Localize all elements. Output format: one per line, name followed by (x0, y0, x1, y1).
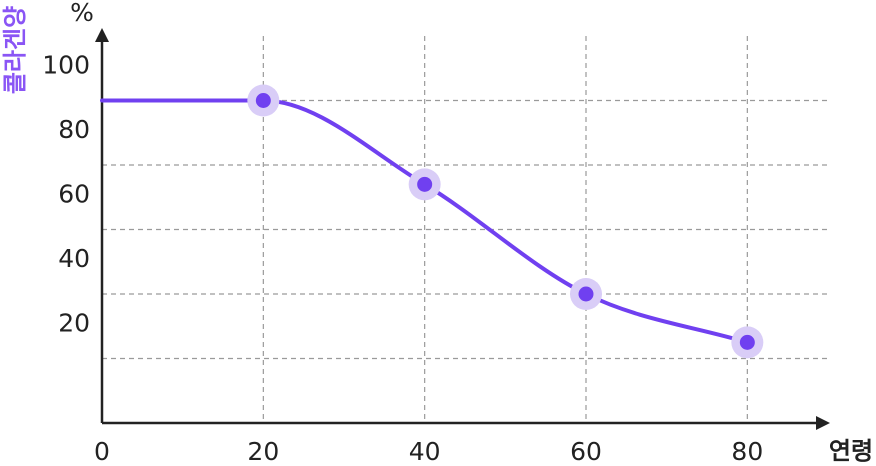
x-tick-label: 60 (570, 437, 602, 466)
x-tick-label: 40 (409, 437, 441, 466)
axes (95, 28, 830, 430)
x-tick-label: 80 (731, 437, 763, 466)
y-axis-arrow (95, 28, 109, 42)
y-axis-title: 콜라겐양 (1, 6, 29, 94)
y-tick-label: 60 (58, 180, 90, 209)
y-tick-label: 80 (58, 115, 90, 144)
y-unit: % (70, 0, 94, 27)
grid (102, 36, 828, 423)
x-tick-label: 0 (94, 437, 110, 466)
point (417, 176, 433, 192)
point (255, 93, 271, 108)
x-axis-title: 연령 (829, 437, 873, 465)
y-tick-label: 40 (58, 244, 90, 273)
y-tick-label: 100 (42, 51, 90, 80)
point (578, 286, 594, 302)
y-tick-label: 20 (58, 309, 90, 338)
x-axis-arrow (816, 416, 830, 430)
x-tick-label: 20 (247, 437, 279, 466)
point (739, 334, 755, 350)
